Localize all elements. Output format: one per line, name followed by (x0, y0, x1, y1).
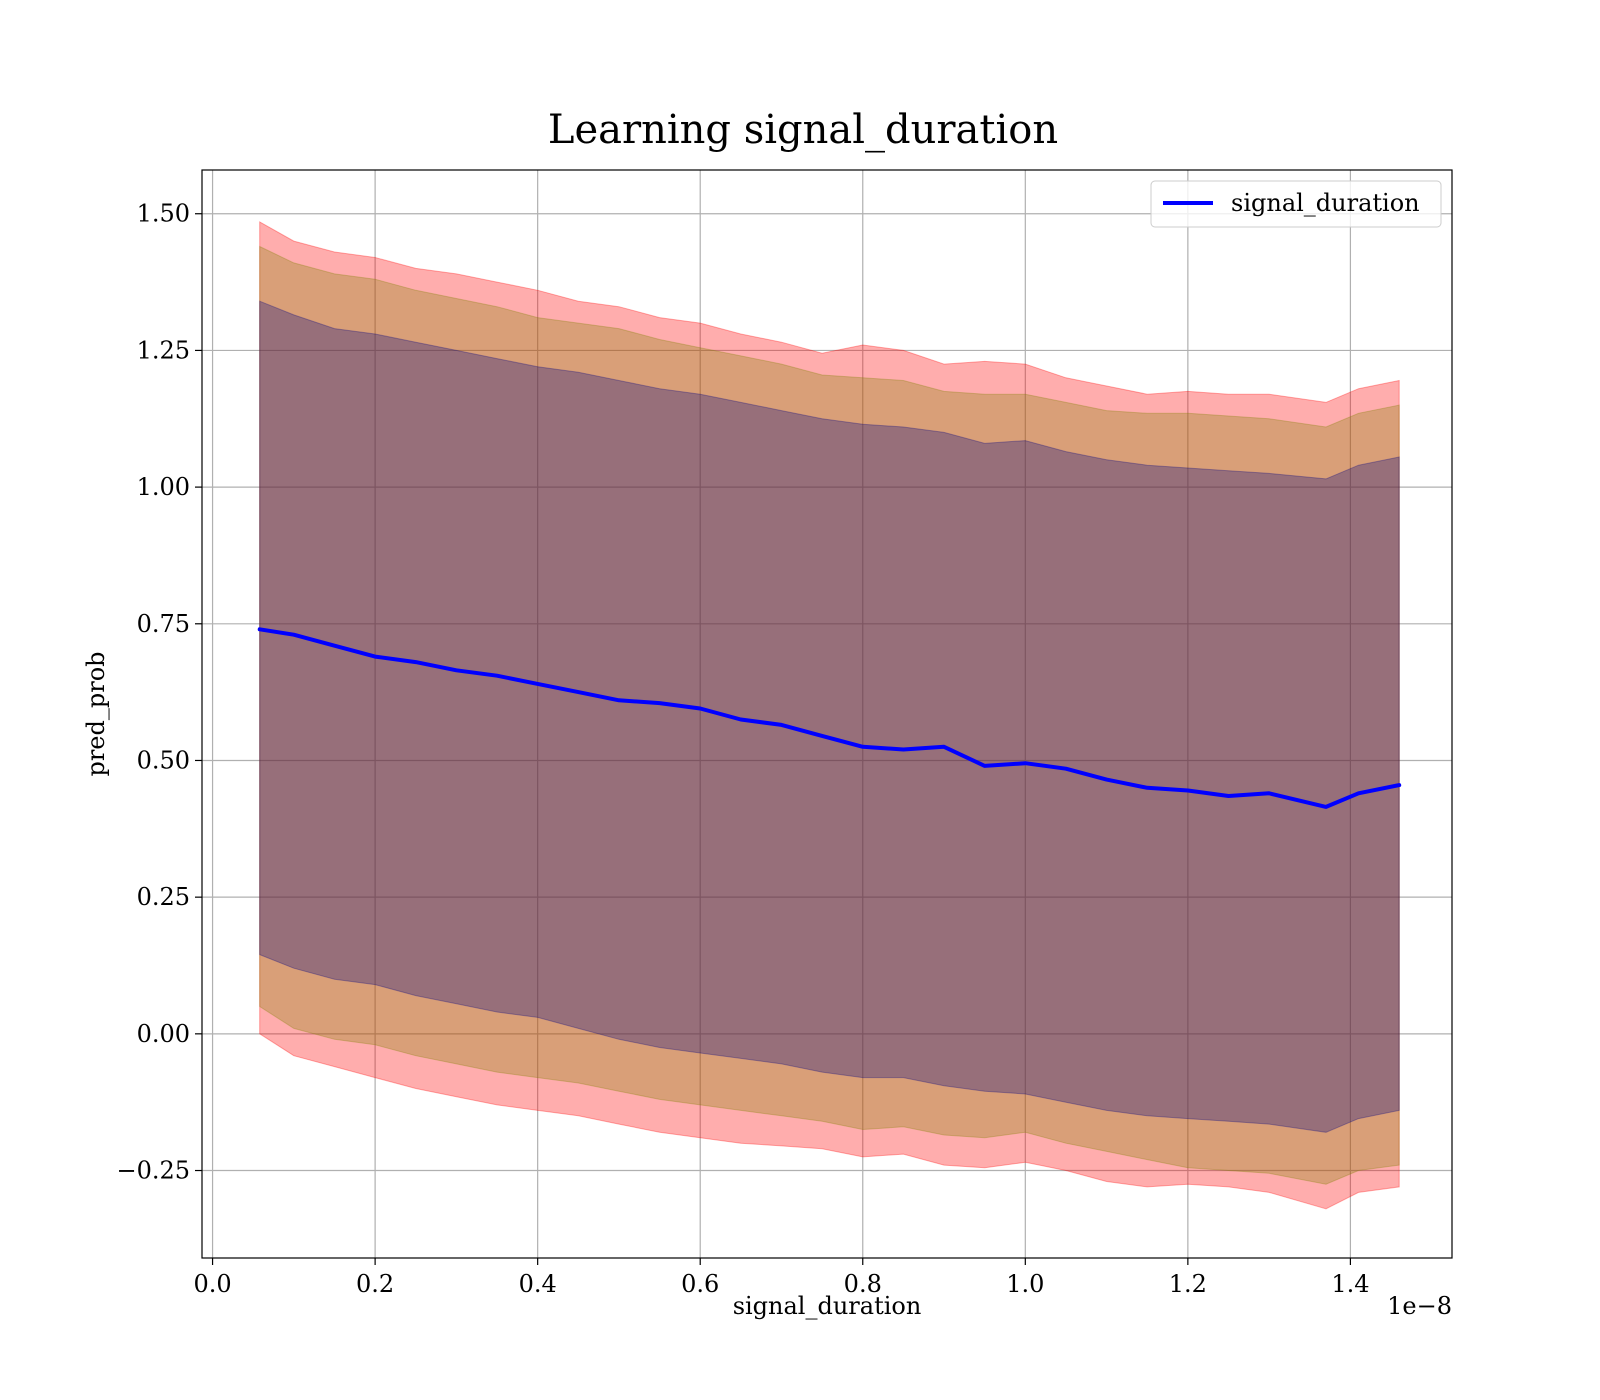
legend-box (1150, 180, 1442, 228)
series-line-0 (257, 627, 1402, 809)
confidence-bands (259, 221, 1400, 1210)
x-tick-label: 0.4 (519, 1270, 557, 1298)
y-tick-label: 1.25 (137, 336, 190, 364)
x-tick-label: 1.4 (1331, 1270, 1369, 1298)
legend: signal_duration (1150, 180, 1442, 228)
x-tick-label: 1.0 (1006, 1270, 1044, 1298)
x-axis-offset-text: 1e−8 (1387, 1292, 1452, 1320)
x-axis-label: signal_duration (733, 1292, 922, 1320)
x-axis-ticks: 0.0 0.2 0.4 0.6 0.8 1.0 1.2 1.4 (193, 1258, 1369, 1298)
y-tick-label: −0.25 (116, 1157, 190, 1185)
grid-layer (202, 170, 1452, 1258)
y-tick-label: 0.25 (137, 883, 190, 911)
x-tick-label: 0.2 (356, 1270, 394, 1298)
x-tick-label: 0.8 (844, 1270, 882, 1298)
y-axis-ticks: −0.25 0.00 0.25 0.50 0.75 1.00 1.25 1.50 (116, 200, 202, 1185)
confidence-band-middle (259, 245, 1400, 1185)
y-tick-label: 0.75 (137, 610, 190, 638)
y-tick-label: 0.00 (137, 1020, 190, 1048)
legend-label: signal_duration (1231, 189, 1420, 217)
x-tick-label: 0.6 (681, 1270, 719, 1298)
chart-title: Learning signal_duration (548, 107, 1058, 153)
y-axis-label: pred_prob (82, 651, 110, 776)
x-tick-label: 0.0 (193, 1270, 231, 1298)
plot-frame (201, 169, 1453, 1259)
confidence-band-outer (259, 221, 1400, 1210)
series-layer (257, 627, 1402, 809)
y-tick-label: 1.50 (137, 200, 190, 228)
y-tick-label: 0.50 (137, 746, 190, 774)
confidence-band-inner (259, 300, 1400, 1133)
y-tick-label: 1.00 (137, 473, 190, 501)
x-tick-label: 1.2 (1169, 1270, 1207, 1298)
